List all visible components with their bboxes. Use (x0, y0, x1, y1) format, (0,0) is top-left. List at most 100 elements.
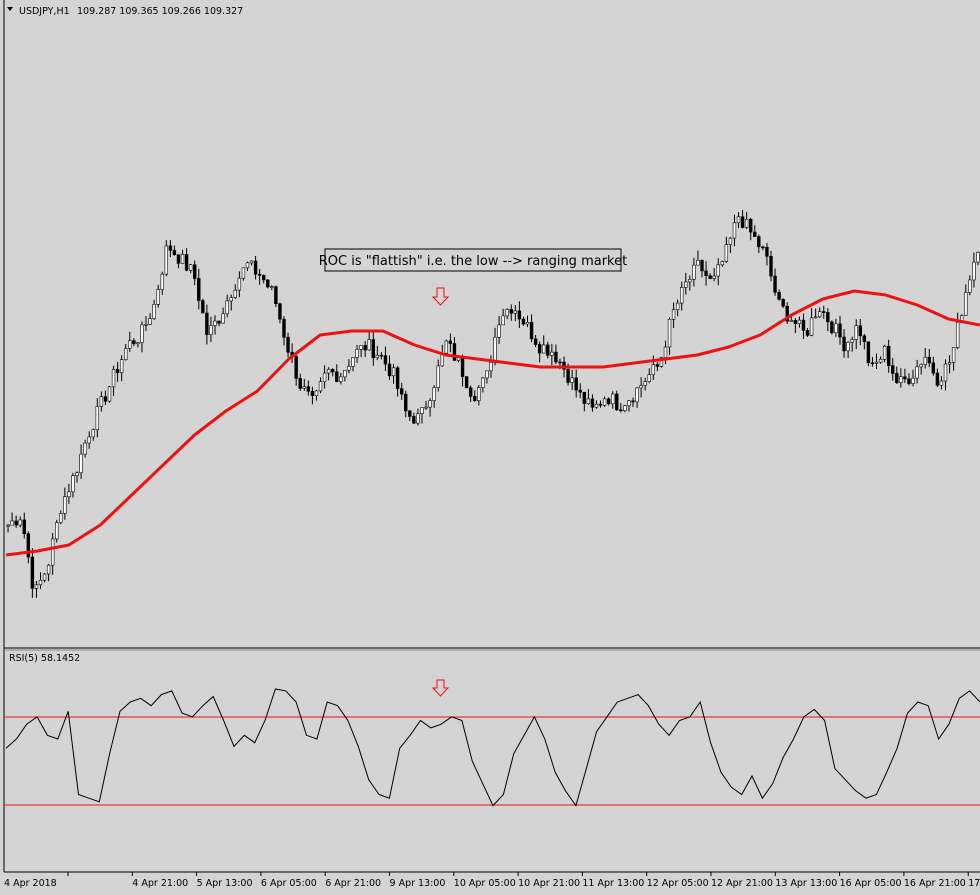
candle-body (558, 361, 562, 364)
candle-body (882, 345, 887, 360)
candle-body (606, 398, 611, 405)
annotation-text: ROC is "flattish" i.e. the low --> rangi… (319, 254, 627, 269)
candle-body (322, 372, 327, 382)
candle-body (878, 358, 883, 363)
dropdown-icon[interactable] (7, 7, 13, 11)
candle-body (801, 319, 806, 331)
candle-body (692, 264, 696, 280)
x-tick-label: 9 Apr 13:00 (390, 878, 446, 889)
moving-average-line (5, 289, 980, 557)
candle-body (209, 325, 213, 335)
candle-body (663, 346, 668, 358)
candle-body (643, 381, 647, 386)
candle-body (416, 413, 420, 424)
candle-body (858, 325, 862, 337)
candle-body (700, 260, 704, 272)
candle-body (391, 367, 396, 377)
x-tick-label: 11 Apr 13:00 (582, 878, 644, 889)
candle-body (964, 292, 968, 316)
candle-body (509, 309, 513, 314)
candle-body (34, 584, 39, 589)
candle-body (371, 339, 375, 359)
candle-body (537, 344, 542, 354)
candle-body (895, 373, 899, 383)
candle-body (639, 385, 643, 389)
candle-body (59, 513, 63, 523)
x-tick-label: 10 Apr 05:00 (454, 878, 516, 889)
candle-body (797, 319, 802, 324)
candle-body (757, 236, 761, 248)
candle-body (79, 453, 83, 474)
candle-body (237, 277, 242, 291)
candle-body (213, 320, 217, 326)
x-tick-label: 10 Apr 21:00 (518, 878, 580, 889)
candle-body (310, 391, 315, 396)
candle-body (886, 345, 891, 366)
candle-body (176, 254, 181, 264)
candle-body (598, 403, 603, 406)
candle-body (680, 287, 684, 304)
candle-body (696, 260, 700, 266)
candle-body (318, 381, 323, 392)
candle-body (38, 579, 43, 586)
candle-body (197, 278, 201, 301)
candle-body (42, 573, 47, 581)
candle-body (688, 279, 692, 283)
candle-body (550, 351, 554, 356)
candle-body (809, 317, 814, 336)
candle-body (570, 377, 574, 383)
candle-body (842, 336, 846, 352)
candle-body (870, 362, 875, 365)
candle-body (262, 275, 266, 281)
candle-body (249, 260, 254, 264)
candle-body (951, 347, 956, 363)
candle-body (943, 363, 948, 382)
candle-body (424, 406, 428, 409)
candle-body (314, 390, 319, 396)
candle-body (749, 218, 753, 233)
x-tick-label: 12 Apr 21:00 (711, 878, 773, 889)
candle-body (404, 393, 408, 412)
candle-body (460, 357, 465, 377)
candle-body (164, 245, 169, 275)
candle-body (347, 366, 351, 371)
candle-body (667, 318, 672, 348)
candle-body (302, 386, 306, 389)
candle-body (708, 275, 712, 279)
candle-body (489, 362, 493, 372)
candle-body (822, 311, 826, 313)
candle-body (180, 254, 185, 264)
x-tick-label: 4 Apr 21:00 (132, 878, 188, 889)
candle-body (627, 400, 631, 407)
candle-body (46, 564, 51, 575)
candle-body (501, 315, 505, 326)
candle-body (919, 364, 923, 368)
candle-body (241, 267, 246, 279)
candle-body (976, 252, 980, 263)
candle-body (148, 318, 152, 325)
candle-body (854, 325, 858, 340)
candle-body (473, 395, 477, 401)
candle-body (590, 398, 595, 408)
candle-body (716, 264, 720, 277)
candle-body (375, 354, 380, 359)
candle-body (50, 538, 55, 566)
candle-body (485, 370, 489, 379)
candle-body (71, 475, 75, 493)
candle-body (379, 354, 384, 357)
candle-body (740, 216, 745, 228)
candle-body (623, 405, 627, 411)
candle-body (205, 312, 209, 335)
candle-body (6, 524, 10, 527)
candle-body (452, 343, 457, 361)
candle-body (911, 377, 915, 384)
candle-body (193, 264, 197, 279)
candle-body (26, 533, 31, 558)
candle-body (773, 275, 777, 293)
candle-body (671, 309, 676, 320)
candle-body (736, 216, 741, 224)
x-tick-label: 17 Apr 13:00 (968, 878, 980, 889)
candle-body (586, 398, 591, 404)
candle-body (566, 368, 570, 383)
candle-body (448, 340, 453, 344)
